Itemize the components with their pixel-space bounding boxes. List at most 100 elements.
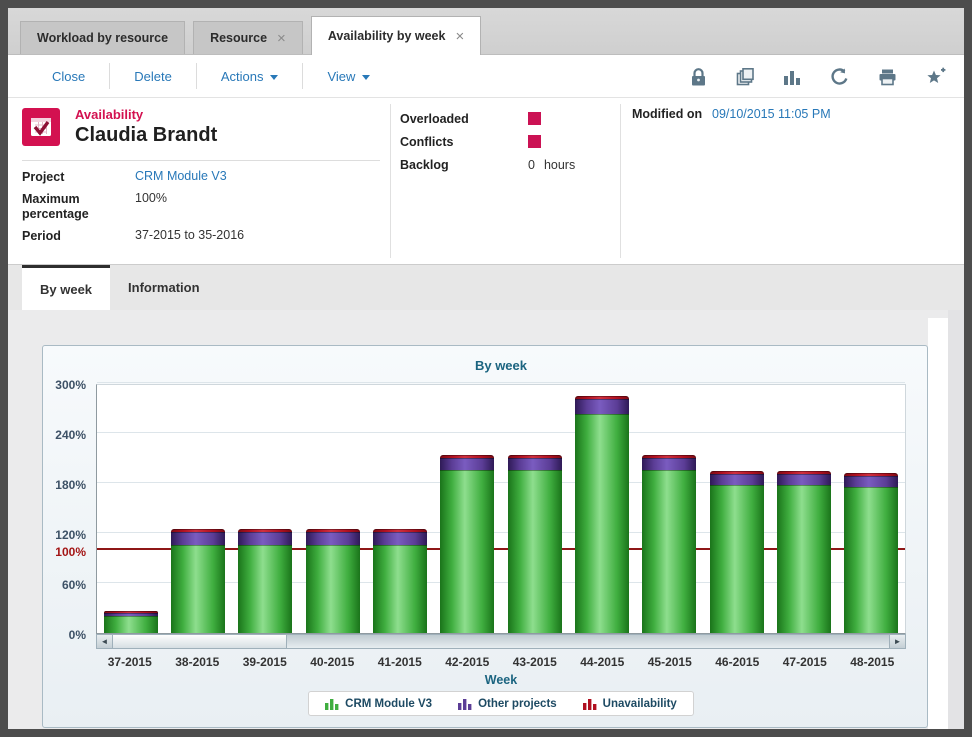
bar-segment xyxy=(574,398,629,414)
legend-label: CRM Module V3 xyxy=(345,697,433,710)
bar-slot xyxy=(434,385,501,633)
page-title: Claudia Brandt xyxy=(75,124,218,146)
legend-swatch-icon xyxy=(325,699,339,710)
delete-button[interactable]: Delete xyxy=(110,63,196,90)
backlog-unit: hours xyxy=(543,157,576,172)
bar-segment xyxy=(103,616,158,633)
stacked-bar-44-2015 xyxy=(574,395,629,633)
y-tick-label: 120% xyxy=(55,528,86,542)
chart-section: By week 0% 60% 100% 120% 180% 240% 300% ◄ ► 37… xyxy=(8,310,964,729)
bar-segment xyxy=(305,528,360,533)
tab-availability-by-week[interactable]: Availability by week × xyxy=(310,16,482,55)
x-tick-label: 46-2015 xyxy=(715,655,760,669)
column-divider xyxy=(390,104,391,258)
undo-icon[interactable] xyxy=(829,67,850,87)
gridline xyxy=(97,382,905,383)
star-plus-icon[interactable] xyxy=(925,67,946,87)
scroll-left-arrow[interactable]: ◄ xyxy=(97,635,113,648)
bar-segment xyxy=(844,487,899,633)
bar-segment xyxy=(709,484,764,633)
stacked-bar-41-2015 xyxy=(372,528,427,633)
bar-segment xyxy=(238,528,293,533)
stacked-bar-47-2015 xyxy=(776,470,831,633)
legend-label: Other projects xyxy=(478,697,557,710)
gridline xyxy=(97,482,905,483)
bar-slot xyxy=(97,385,164,633)
gridline xyxy=(97,532,905,533)
chevron-down-icon xyxy=(270,74,279,80)
status-label: Conflicts xyxy=(400,134,454,149)
copy-icon[interactable] xyxy=(735,67,755,87)
legend-swatch-icon xyxy=(458,699,472,710)
field-value: 100% xyxy=(135,191,167,206)
bar-segment xyxy=(440,458,495,470)
divider xyxy=(22,160,380,161)
status-label: Overloaded xyxy=(400,111,469,126)
backlog-value: 0 xyxy=(528,157,535,172)
chevron-down-icon xyxy=(362,74,371,80)
scrollbar-track[interactable] xyxy=(287,635,889,648)
field-project: Project CRM Module V3 xyxy=(22,169,382,184)
chart-horizontal-scrollbar[interactable]: ◄ ► xyxy=(96,634,906,649)
bar-segment xyxy=(709,473,764,485)
field-label: Maximum percentage xyxy=(22,192,89,221)
y-tick-label: 180% xyxy=(55,478,86,492)
bar-segment xyxy=(440,469,495,633)
bar-segment xyxy=(844,476,899,488)
tab-information[interactable]: Information xyxy=(110,265,218,310)
bar-segment xyxy=(103,610,158,614)
bar-segment xyxy=(507,454,562,459)
top-tab-bar: Workload by resource Resource × Availabi… xyxy=(8,8,964,55)
bar-segment xyxy=(574,413,629,633)
bar-segment xyxy=(642,458,697,470)
project-link[interactable]: CRM Module V3 xyxy=(135,169,227,183)
toolbar-separator xyxy=(302,63,304,89)
bar-slot xyxy=(838,385,905,633)
legend-item: CRM Module V3 xyxy=(325,697,432,710)
bar-segment xyxy=(372,528,427,533)
field-label: Project xyxy=(22,170,65,184)
toolbar-separator xyxy=(109,63,111,89)
tab-resource[interactable]: Resource × xyxy=(193,21,303,54)
bar-segment xyxy=(642,469,697,633)
chart-title: By week xyxy=(474,358,528,373)
legend-item: Other projects xyxy=(458,697,557,710)
y-tick-label: 240% xyxy=(55,428,86,442)
status-conflicts: Conflicts xyxy=(400,130,575,153)
view-menu-button[interactable]: View xyxy=(303,63,394,90)
scrollbar-thumb[interactable] xyxy=(113,635,287,648)
x-tick-label: 47-2015 xyxy=(782,655,827,669)
stacked-bar-48-2015 xyxy=(844,473,899,633)
bar-segment xyxy=(440,454,495,459)
lock-icon[interactable] xyxy=(689,67,708,87)
close-button[interactable]: Close xyxy=(28,63,109,90)
tab-workload-by-resource[interactable]: Workload by resource xyxy=(20,21,186,54)
bar-slot xyxy=(568,385,635,633)
record-type-label: Availability xyxy=(75,107,144,122)
field-maximum-percentage: Maximum percentage 100% xyxy=(22,191,382,221)
toolbar: Close Delete Actions View xyxy=(8,55,964,98)
tab-by-week[interactable]: By week xyxy=(22,265,111,310)
subtab-label: Information xyxy=(128,280,200,295)
content-margin xyxy=(928,318,948,729)
bar-segment xyxy=(305,532,360,545)
bar-segment xyxy=(776,484,831,633)
x-tick-label: 45-2015 xyxy=(647,655,692,669)
bar-slot xyxy=(366,385,433,633)
scroll-right-arrow[interactable]: ► xyxy=(889,635,905,648)
bar-segment xyxy=(709,470,764,474)
bar-segment xyxy=(776,470,831,474)
tab-label: Resource xyxy=(210,31,268,45)
close-icon[interactable]: × xyxy=(455,27,465,45)
actions-menu-button[interactable]: Actions xyxy=(197,63,303,90)
gridline xyxy=(97,582,905,583)
overloaded-flag-icon xyxy=(528,112,541,125)
y-tick-label: 300% xyxy=(55,378,86,392)
bar-segment xyxy=(238,544,293,633)
chart-icon[interactable] xyxy=(782,67,802,87)
sub-tab-bar: By week Information xyxy=(8,265,964,310)
close-icon[interactable]: × xyxy=(277,29,286,47)
print-icon[interactable] xyxy=(877,67,898,87)
field-value: 37-2015 to 35-2016 xyxy=(135,228,245,243)
x-tick-label: 42-2015 xyxy=(445,655,490,669)
